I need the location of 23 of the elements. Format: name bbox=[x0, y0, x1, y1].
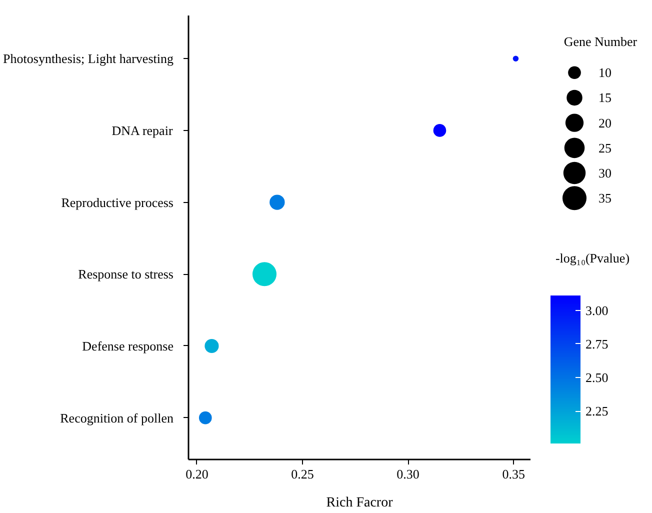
y-tick-label: Photosynthesis; Light harvesting bbox=[3, 51, 174, 66]
legend-label: 15 bbox=[598, 90, 612, 106]
x-tick-label: 0.30 bbox=[396, 466, 420, 482]
color-bar-label: 3.00 bbox=[586, 302, 608, 318]
y-tick-label: Recognition of pollen bbox=[60, 410, 174, 426]
legend-label: 35 bbox=[598, 190, 612, 206]
color-bar-label: 2.50 bbox=[586, 370, 608, 386]
color-bar-label: 2.25 bbox=[586, 404, 608, 419]
y-tick-label: DNA repair bbox=[112, 122, 174, 138]
y-tick-label: Defense response bbox=[82, 338, 174, 354]
legend-label: 20 bbox=[598, 115, 612, 130]
legend-label: 30 bbox=[598, 166, 612, 181]
x-tick-label: 0.35 bbox=[502, 466, 525, 482]
y-tick-label: Reproductive process bbox=[61, 194, 174, 210]
legend-title: Gene Number bbox=[564, 34, 638, 49]
legend-label: 10 bbox=[598, 65, 612, 80]
x-tick-label: 0.20 bbox=[186, 466, 208, 482]
x-axis-title: Rich Facror bbox=[326, 496, 394, 510]
legend-label: 25 bbox=[598, 140, 612, 156]
color-bar-title: -log₁₀(Pvalue) bbox=[555, 250, 630, 266]
color-bar-label: 2.75 bbox=[586, 336, 608, 352]
y-tick-label: Response to stress bbox=[78, 266, 174, 282]
x-tick-label: 0.25 bbox=[291, 466, 314, 482]
